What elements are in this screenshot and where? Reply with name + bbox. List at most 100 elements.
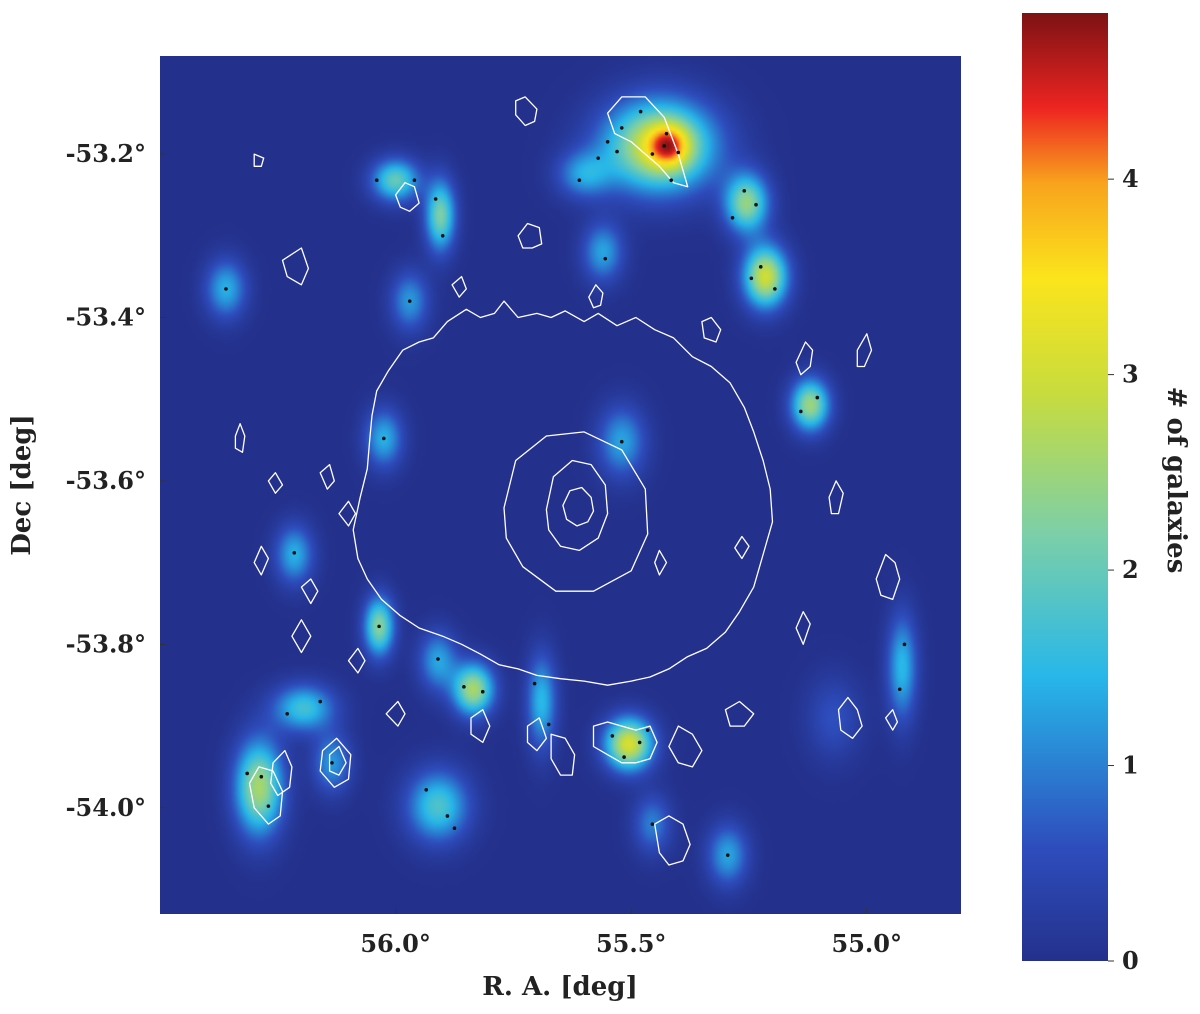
y-tick-label: -53.4° [66, 302, 146, 331]
colorbar [1022, 13, 1108, 961]
contour-line [319, 463, 335, 490]
galaxy-point [725, 853, 730, 857]
galaxy-point [615, 149, 619, 154]
contour-line [724, 700, 755, 727]
galaxy-point [224, 287, 228, 291]
contour-line [856, 333, 873, 368]
y-axis: -53.2° -53.4° -53.6° -53.8° -54.0° [66, 139, 166, 822]
galaxy-point [382, 436, 386, 441]
contour-line [606, 96, 689, 188]
galaxy-point [605, 140, 610, 144]
contour-line [795, 611, 811, 645]
contour-line [875, 553, 901, 601]
galaxy-point [799, 409, 803, 414]
contour-line [701, 316, 722, 343]
galaxy-point [266, 804, 271, 808]
contour-line [267, 472, 284, 494]
galaxy-point [445, 814, 450, 818]
galaxy-point [676, 150, 681, 155]
galaxy-point [412, 178, 417, 183]
contour-line [515, 96, 538, 127]
y-tick-label: -54.0° [66, 793, 146, 822]
galaxy-point [664, 131, 669, 136]
contour-line [281, 247, 310, 286]
galaxy-point [292, 551, 297, 555]
colorbar-ticks: 0 1 2 3 4 [1108, 164, 1139, 975]
y-axis-label: Dec [deg] [7, 414, 37, 555]
galaxy-point [650, 152, 655, 156]
galaxy-point [285, 712, 290, 716]
galaxy-point [754, 202, 758, 207]
galaxy-point [902, 642, 907, 647]
galaxy-point [462, 685, 466, 689]
contour-line [394, 182, 420, 212]
contour-line [654, 549, 668, 576]
galaxy-point [619, 126, 624, 130]
x-axis: 56.0° 55.5° 55.0° [360, 908, 902, 958]
galaxy-point [245, 771, 249, 776]
colorbar-tick-label: 3 [1122, 360, 1139, 389]
contour-line [503, 431, 649, 592]
galaxy-point [742, 189, 747, 193]
galaxy-point [669, 178, 674, 183]
contour-line [253, 153, 265, 167]
galaxy-point [480, 689, 485, 694]
galaxy-point [758, 265, 763, 269]
contour-line [588, 284, 604, 309]
galaxy-point [815, 395, 820, 400]
contour-line [451, 275, 467, 298]
galaxy-point [424, 787, 429, 792]
galaxy-point [749, 276, 754, 281]
x-axis-label: R. A. [deg] [482, 972, 638, 1002]
contour-line [291, 619, 312, 654]
galaxy-point [638, 109, 643, 114]
y-tick-label: -53.8° [66, 629, 146, 658]
contour-line [550, 733, 576, 776]
contour-line [562, 486, 595, 527]
galaxy-point [650, 822, 655, 826]
y-tick-label: -53.2° [66, 139, 146, 168]
galaxy-point [622, 755, 626, 759]
colorbar-tick-label: 1 [1122, 751, 1139, 780]
galaxy-point [730, 215, 735, 220]
galaxy-point [407, 299, 412, 303]
contour-line [319, 737, 352, 788]
contour-line [347, 647, 366, 674]
contour-line [668, 725, 703, 768]
galaxy-point [662, 144, 666, 148]
contour-line [545, 459, 609, 552]
density-heatmap [160, 56, 961, 914]
contour-line [884, 709, 899, 731]
contour-line [253, 545, 270, 576]
galaxy-point [330, 761, 334, 765]
contour-line [270, 749, 293, 797]
contour-line [338, 500, 357, 527]
galaxy-point [773, 287, 777, 291]
galaxy-point [259, 774, 264, 779]
galaxy-point [532, 681, 537, 686]
contour-line [517, 222, 543, 249]
galaxy-point [619, 439, 624, 444]
galaxy-point [610, 734, 615, 738]
contour-line [300, 578, 319, 605]
contour-layer [234, 96, 901, 866]
galaxy-points-layer [224, 109, 907, 857]
contour-line [734, 535, 750, 560]
galaxy-point [637, 740, 642, 745]
galaxy-point [546, 722, 551, 727]
contour-line [795, 341, 814, 376]
galaxy-point [897, 687, 902, 692]
contour-line [234, 423, 246, 453]
galaxy-point [440, 233, 445, 238]
colorbar-tick-label: 0 [1122, 946, 1139, 975]
galaxy-point [596, 156, 600, 160]
galaxy-point [318, 699, 323, 704]
contour-line [654, 815, 691, 866]
galaxy-point [433, 197, 438, 201]
galaxy-point [452, 826, 457, 830]
contour-line [828, 480, 844, 515]
colorbar-label: # of galaxies [1161, 387, 1191, 574]
contour-line [837, 696, 863, 739]
contour-line [248, 766, 284, 825]
